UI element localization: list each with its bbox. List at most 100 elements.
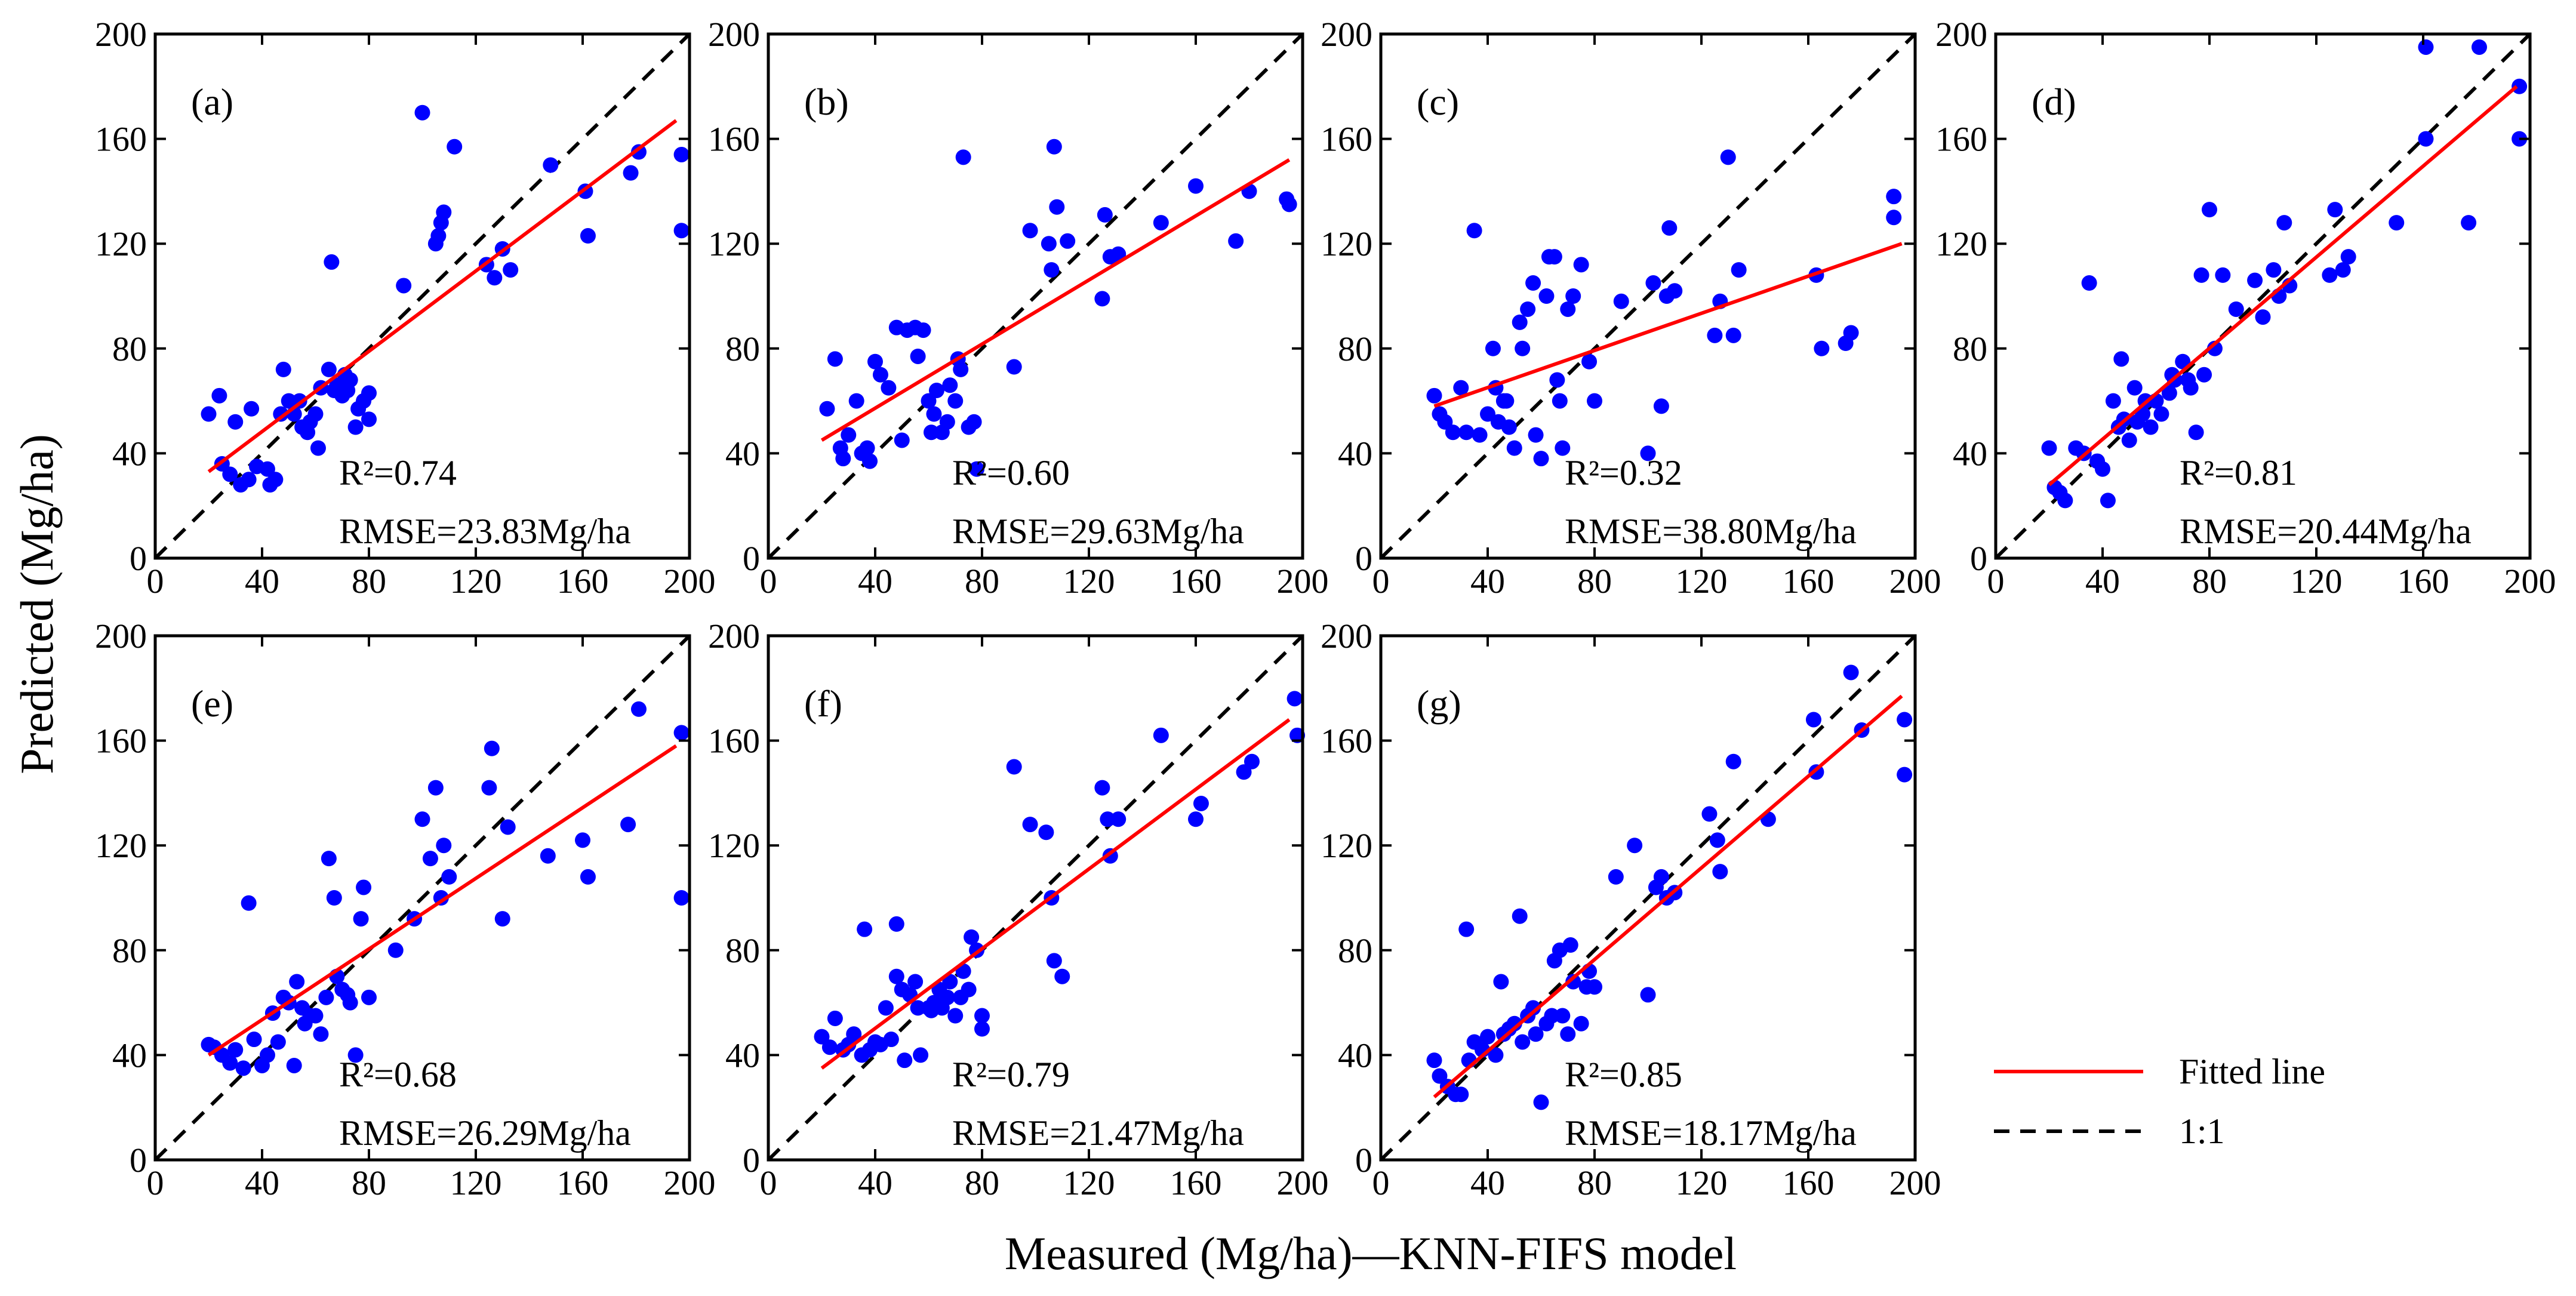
fitted-line — [1433, 694, 1903, 1098]
data-point — [2340, 249, 2356, 265]
x-tick-label: 120 — [2291, 562, 2343, 601]
data-point — [964, 929, 980, 945]
panel-label: (g) — [1417, 682, 1461, 725]
x-tick-label: 40 — [245, 562, 279, 601]
x-tick-label: 200 — [2504, 562, 2556, 601]
data-point — [1581, 353, 1598, 370]
panel-5: 0 40 80 120 160 200 0 40 80 120 160 200 (e) R²=0.68 RM… — [95, 617, 716, 1202]
fitted-line — [2048, 85, 2518, 487]
rmse-label: RMSE=38.80Mg/ha — [1565, 512, 1857, 551]
x-tick-label: 120 — [450, 1163, 502, 1202]
y-tick-label: 200 — [1321, 15, 1372, 54]
x-tick-label: 40 — [1470, 562, 1505, 601]
x-tick-label: 80 — [965, 562, 999, 601]
data-point — [275, 361, 291, 377]
data-point — [1437, 414, 1453, 430]
data-point — [2418, 39, 2434, 55]
data-point — [1097, 207, 1113, 223]
data-point — [307, 1008, 324, 1024]
panel-label: (f) — [804, 682, 842, 725]
data-point — [1488, 1047, 1504, 1063]
panel-3: 0 40 80 120 160 200 0 40 80 120 160 200 (c) R²=0.32 RM… — [1321, 15, 1941, 601]
y-tick-label: 80 — [725, 931, 760, 970]
data-point — [1653, 398, 1669, 414]
data-point — [913, 1047, 929, 1063]
one-to-one-line — [1379, 634, 1917, 1162]
data-point — [2266, 262, 2282, 278]
fitted-line — [820, 718, 1291, 1070]
y-tick-label: 120 — [708, 826, 760, 865]
data-point — [396, 278, 412, 294]
data-point — [259, 1047, 275, 1063]
data-point — [921, 393, 937, 409]
y-tick-label: 80 — [112, 931, 147, 970]
data-point — [1573, 257, 1589, 273]
rmse-label: RMSE=21.47Mg/ha — [952, 1113, 1244, 1153]
data-point — [620, 817, 636, 833]
data-point — [2143, 419, 2159, 435]
data-point — [630, 701, 647, 717]
data-point — [947, 393, 964, 409]
data-point — [848, 393, 864, 409]
data-point — [270, 1034, 286, 1050]
data-point — [580, 869, 596, 885]
x-tick-label: 200 — [1277, 562, 1329, 601]
data-point — [222, 1055, 238, 1071]
y-tick-label: 160 — [95, 722, 147, 761]
x-tick-label: 80 — [352, 1163, 386, 1202]
one-to-one-line — [153, 32, 691, 560]
data-point — [361, 385, 377, 401]
data-point — [915, 322, 931, 338]
data-point — [387, 942, 404, 958]
data-point — [1493, 974, 1509, 990]
data-point — [1552, 393, 1568, 409]
data-point — [1153, 727, 1169, 743]
y-tick-label: 160 — [708, 722, 760, 761]
data-point — [910, 348, 926, 364]
y-tick-label: 160 — [708, 120, 760, 159]
x-tick-label: 160 — [1170, 562, 1222, 601]
data-point — [2095, 461, 2110, 477]
data-point — [414, 104, 430, 121]
data-point — [1562, 937, 1578, 953]
data-point — [1426, 387, 1442, 404]
data-point — [821, 1039, 838, 1055]
data-point — [1512, 908, 1528, 924]
data-point — [1720, 149, 1736, 165]
fitted-line — [207, 744, 678, 1057]
rmse-label: RMSE=29.63Mg/ha — [952, 512, 1244, 551]
x-tick-label: 80 — [352, 562, 386, 601]
data-point — [1587, 979, 1602, 995]
data-point — [1645, 275, 1661, 291]
y-tick-label: 200 — [1935, 15, 1987, 54]
y-tick-label: 160 — [1321, 120, 1372, 159]
data-point — [1485, 340, 1501, 356]
data-point — [1549, 372, 1565, 388]
data-point — [953, 361, 969, 377]
y-tick-label: 120 — [1321, 826, 1372, 865]
data-point — [1472, 427, 1488, 443]
x-tick-label: 200 — [1889, 1163, 1941, 1202]
data-point — [867, 353, 883, 370]
y-tick-label: 120 — [708, 224, 760, 263]
plot-frame — [767, 32, 1304, 560]
data-point — [630, 144, 647, 160]
data-point — [211, 387, 227, 404]
legend-oneone-label: 1:1 — [2179, 1112, 2225, 1151]
panels-group: 0 40 80 120 160 20004080120160200(a)R²=0.74RM… — [95, 15, 2556, 1202]
data-point — [2202, 202, 2217, 218]
data-point — [481, 780, 497, 796]
data-point — [441, 869, 457, 885]
data-point — [923, 424, 939, 441]
y-tick-label: 0 — [130, 539, 147, 578]
data-point — [1153, 215, 1169, 231]
data-point — [1054, 968, 1070, 984]
data-point — [1528, 427, 1544, 443]
data-point — [1897, 766, 1913, 783]
panel-label: (a) — [191, 81, 233, 123]
fitted-line — [1433, 242, 1903, 408]
y-tick-label: 80 — [1338, 931, 1372, 970]
data-point — [2247, 272, 2263, 288]
y-tick-label: 120 — [95, 224, 147, 263]
data-point — [1613, 293, 1629, 309]
